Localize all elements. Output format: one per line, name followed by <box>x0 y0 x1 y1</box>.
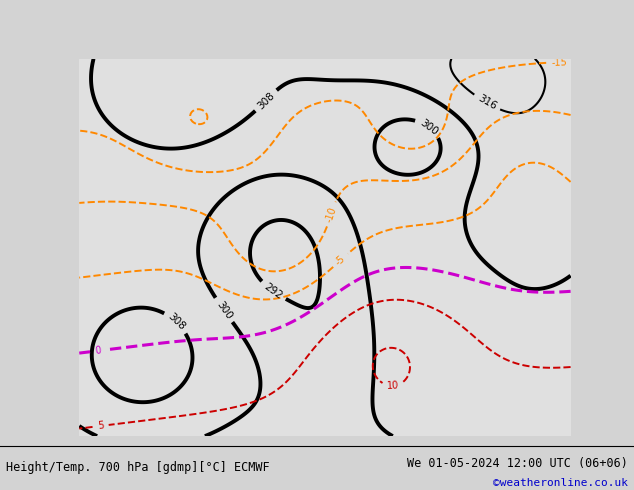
Text: Height/Temp. 700 hPa [gdmp][°C] ECMWF: Height/Temp. 700 hPa [gdmp][°C] ECMWF <box>6 462 270 474</box>
Text: ©weatheronline.co.uk: ©weatheronline.co.uk <box>493 478 628 488</box>
Text: 10: 10 <box>387 380 399 391</box>
Text: -5: -5 <box>333 253 347 268</box>
Text: 308: 308 <box>165 312 187 333</box>
Text: We 01-05-2024 12:00 UTC (06+06): We 01-05-2024 12:00 UTC (06+06) <box>407 457 628 469</box>
Text: 292: 292 <box>262 281 284 301</box>
Text: 0: 0 <box>94 345 101 356</box>
Text: -10: -10 <box>324 205 339 223</box>
Text: 5: 5 <box>97 420 105 431</box>
Text: -15: -15 <box>551 57 567 68</box>
Text: 316: 316 <box>476 94 498 112</box>
Polygon shape <box>79 59 571 436</box>
Text: 300: 300 <box>214 299 233 321</box>
Text: 300: 300 <box>418 117 439 137</box>
Text: 308: 308 <box>256 90 276 111</box>
